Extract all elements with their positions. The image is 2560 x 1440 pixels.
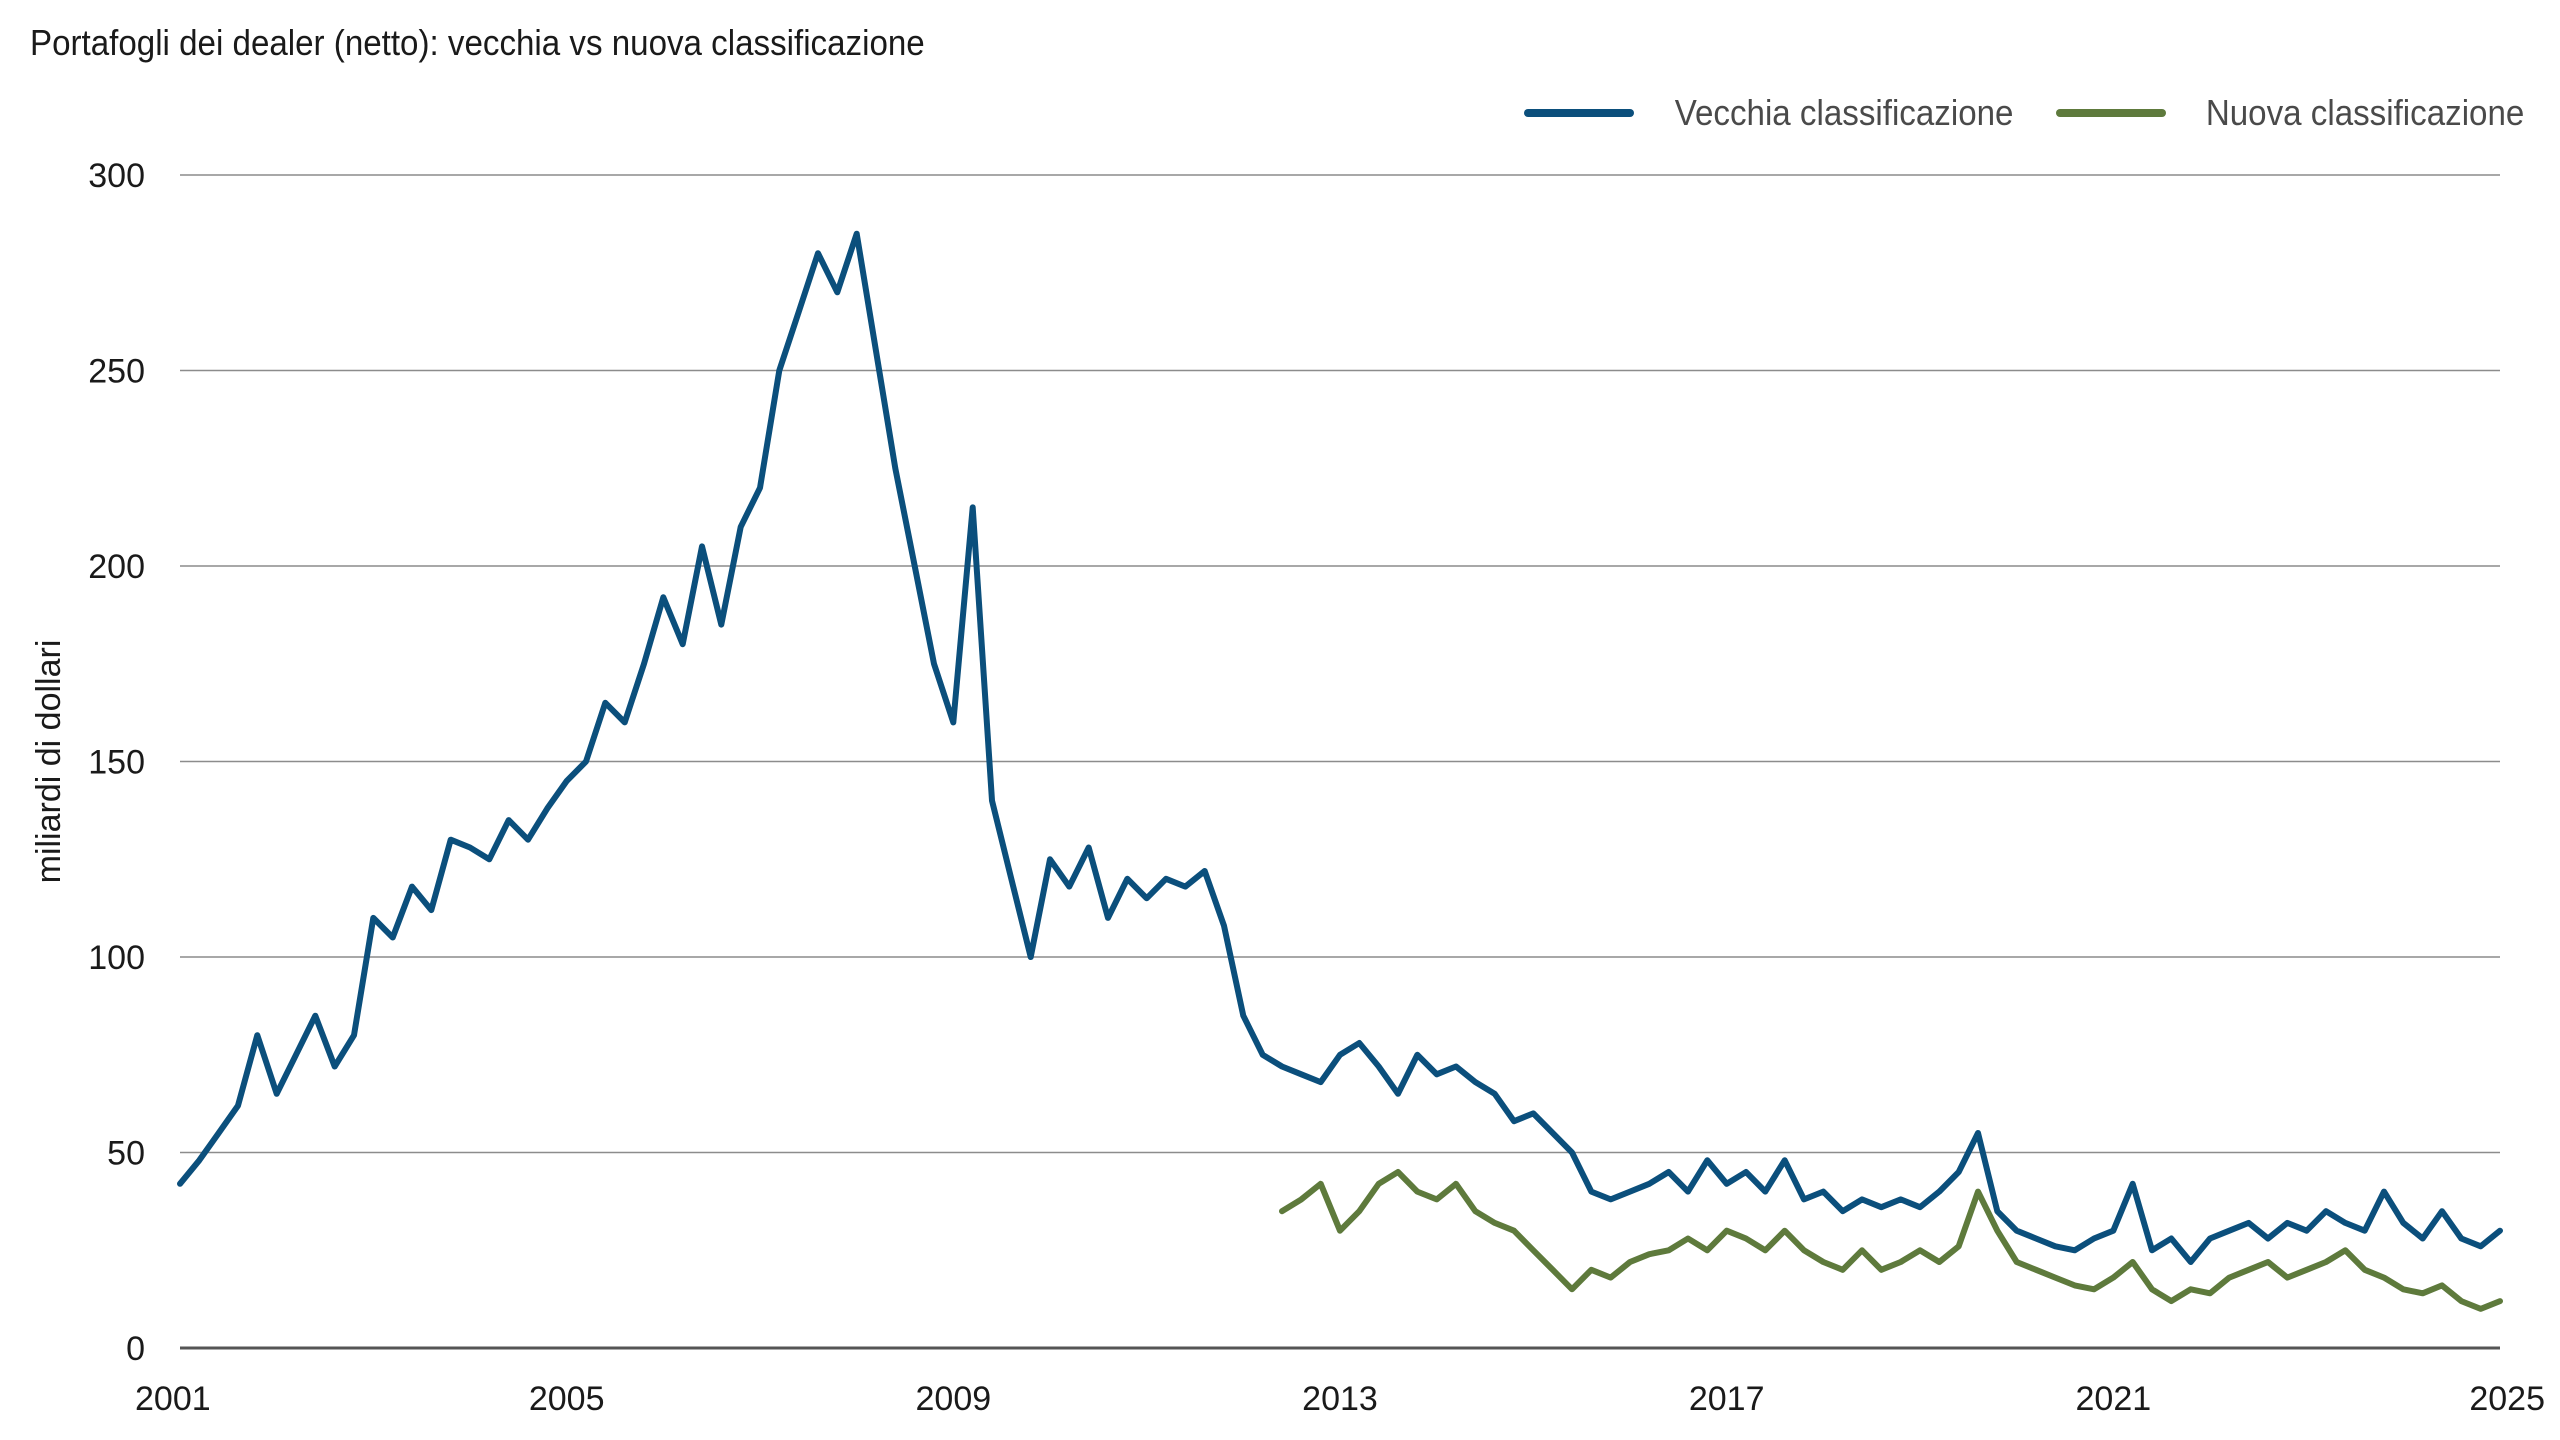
- legend-item-old: Vecchia classificazione: [1523, 92, 2028, 134]
- x-tick-2001: 2001: [135, 1380, 211, 1418]
- y-tick-50: 50: [107, 1135, 145, 1173]
- series-line-nuova: [1279, 1169, 2503, 1312]
- x-tick-labels: 2001 2005 2009 2013 2017 2021 2025: [135, 1380, 2545, 1418]
- x-tick-2021: 2021: [2076, 1380, 2152, 1418]
- x-tick-2013: 2013: [1302, 1380, 1378, 1418]
- x-tick-2025: 2025: [2469, 1380, 2545, 1418]
- legend-label-old: Vecchia classificazione: [1674, 92, 2014, 133]
- legend-label-new: Nuova classificazione: [2205, 92, 2525, 133]
- x-tick-2017: 2017: [1689, 1380, 1765, 1418]
- series-line-vecchia: [177, 230, 2503, 1265]
- y-tick-100: 100: [88, 939, 145, 977]
- series-layer: [177, 230, 2503, 1312]
- y-tick-150: 150: [88, 744, 145, 782]
- x-tick-2005: 2005: [529, 1380, 605, 1418]
- chart-title: Portafogli dei dealer (netto): vecchia v…: [30, 22, 925, 63]
- y-tick-labels: 0 50 100 150 200 250 300: [88, 157, 145, 1368]
- y-tick-200: 200: [88, 548, 145, 586]
- y-tick-300: 300: [88, 157, 145, 195]
- legend-swatch-old: [1523, 109, 1634, 117]
- legend-item-new: Nuova classificazione: [2055, 92, 2538, 134]
- legend-swatch-new: [2055, 109, 2166, 117]
- grid-lines: [180, 174, 2500, 1350]
- y-axis-label: miliardi di dollari: [30, 640, 68, 884]
- legend: Vecchia classificazione Nuova classifica…: [1523, 92, 2538, 134]
- y-tick-0: 0: [126, 1330, 145, 1368]
- y-tick-250: 250: [88, 353, 145, 391]
- x-tick-2009: 2009: [916, 1380, 992, 1418]
